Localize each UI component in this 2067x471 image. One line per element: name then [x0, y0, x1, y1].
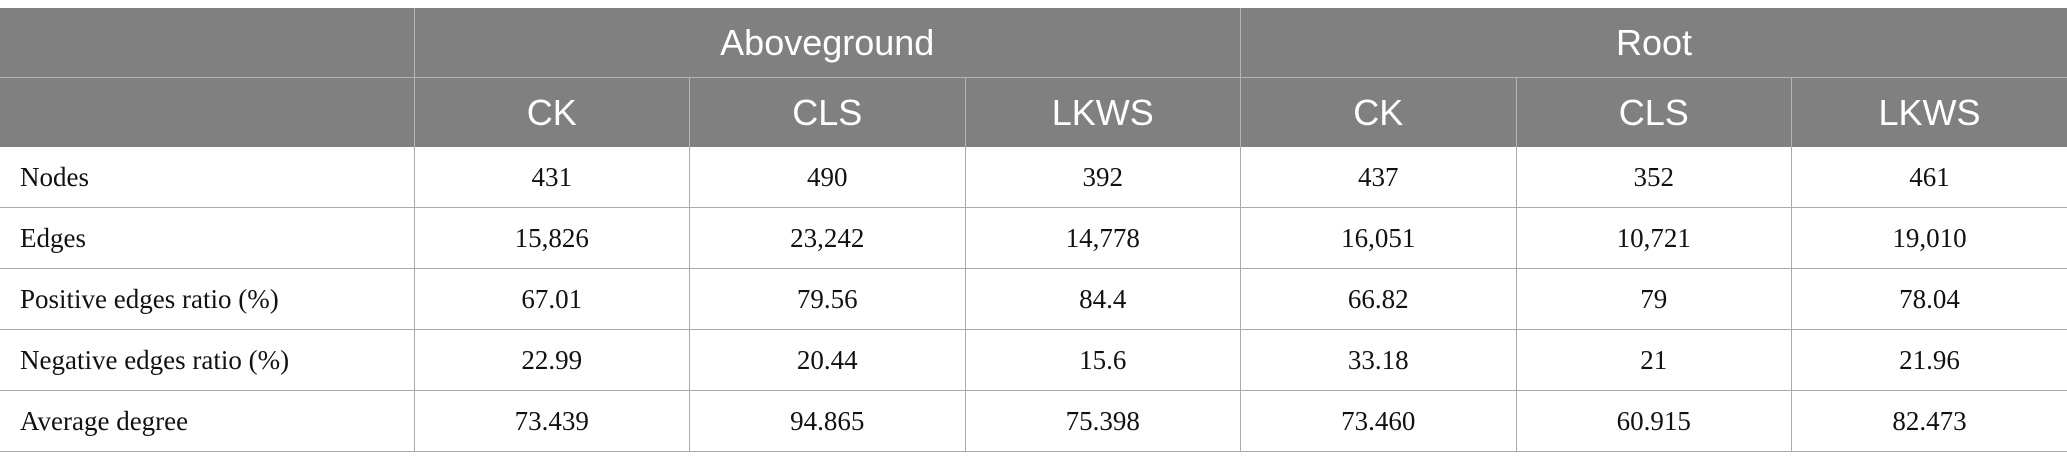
table-row: Edges 15,826 23,242 14,778 16,051 10,721… [0, 207, 2067, 269]
table-cell: 22.99 [413, 329, 690, 391]
table-cell: 461 [1791, 147, 2067, 208]
table-cell: 21 [1515, 329, 1792, 391]
header-corner-cell [0, 77, 415, 147]
table-cell: 20.44 [689, 329, 966, 391]
table-row: Average degree 73.439 94.865 75.398 73.4… [0, 390, 2067, 452]
group-header-aboveground: Aboveground [413, 8, 1241, 78]
header-group-row: Aboveground Root [0, 8, 2067, 78]
table-cell: 82.473 [1791, 390, 2067, 452]
row-label: Edges [0, 207, 415, 269]
column-header: LKWS [1791, 77, 2067, 147]
header-column-row: CK CLS LKWS CK CLS LKWS [0, 77, 2067, 147]
table-cell: 73.460 [1240, 390, 1517, 452]
table-cell: 431 [413, 147, 690, 208]
table-cell: 94.865 [689, 390, 966, 452]
table-cell: 392 [964, 147, 1241, 208]
table-cell: 67.01 [413, 268, 690, 330]
row-label: Positive edges ratio (%) [0, 268, 415, 330]
table-cell: 33.18 [1240, 329, 1517, 391]
table-cell: 14,778 [964, 207, 1241, 269]
row-label: Average degree [0, 390, 415, 452]
table-cell: 15,826 [413, 207, 690, 269]
data-table-wrapper: Aboveground Root CK CLS LKWS CK CLS LKWS… [0, 8, 2067, 452]
table-cell: 490 [689, 147, 966, 208]
row-label: Negative edges ratio (%) [0, 329, 415, 391]
column-header: CLS [1515, 77, 1792, 147]
row-label: Nodes [0, 147, 415, 208]
group-header-root: Root [1240, 8, 2067, 78]
table-cell: 79.56 [689, 268, 966, 330]
table-row: Nodes 431 490 392 437 352 461 [0, 147, 2067, 208]
table-row: Positive edges ratio (%) 67.01 79.56 84.… [0, 268, 2067, 330]
table-cell: 75.398 [964, 390, 1241, 452]
column-header: CLS [689, 77, 966, 147]
column-header: CK [413, 77, 690, 147]
table-cell: 19,010 [1791, 207, 2067, 269]
table-cell: 15.6 [964, 329, 1241, 391]
table-cell: 66.82 [1240, 268, 1517, 330]
table-cell: 23,242 [689, 207, 966, 269]
table-cell: 10,721 [1515, 207, 1792, 269]
table-cell: 21.96 [1791, 329, 2067, 391]
column-header: LKWS [964, 77, 1241, 147]
header-corner-cell [0, 8, 415, 78]
column-header: CK [1240, 77, 1517, 147]
table-row: Negative edges ratio (%) 22.99 20.44 15.… [0, 329, 2067, 391]
table-cell: 60.915 [1515, 390, 1792, 452]
table-cell: 79 [1515, 268, 1792, 330]
table-cell: 352 [1515, 147, 1792, 208]
table-cell: 16,051 [1240, 207, 1517, 269]
table-cell: 73.439 [413, 390, 690, 452]
table-cell: 437 [1240, 147, 1517, 208]
network-properties-table: Aboveground Root CK CLS LKWS CK CLS LKWS… [0, 8, 2067, 452]
table-cell: 84.4 [964, 268, 1241, 330]
table-cell: 78.04 [1791, 268, 2067, 330]
